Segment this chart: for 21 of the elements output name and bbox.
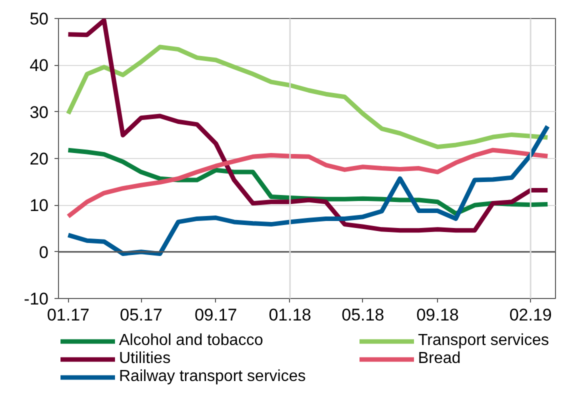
y-tick-label: 10 [30,196,49,216]
x-tick-label: 05.18 [342,306,384,324]
x-tick-label: 09.17 [194,306,238,324]
x-tick-label: 01.18 [268,306,312,324]
legend-label: Transport services [418,332,550,350]
y-tick-label: 30 [30,102,49,122]
legend-label: Railway transport services [119,368,307,386]
line-series [66,124,550,256]
x-tick-label: 05.17 [120,306,162,324]
y-tick-label: -10 [24,290,49,308]
y-tick-label: 40 [30,56,49,76]
legend-label: Bread [418,350,462,368]
legend-label: Utilities [119,350,172,368]
y-tick-label: 50 [30,10,49,28]
line-series [66,44,550,150]
x-tick-label: 02.19 [509,306,552,324]
y-tick-label: 20 [30,150,49,168]
x-tick-label: 01.17 [46,306,90,324]
legend-label: Alcohol and tobacco [119,332,264,350]
x-tick-label: 09.18 [416,306,459,324]
y-tick-label: 0 [39,242,49,262]
